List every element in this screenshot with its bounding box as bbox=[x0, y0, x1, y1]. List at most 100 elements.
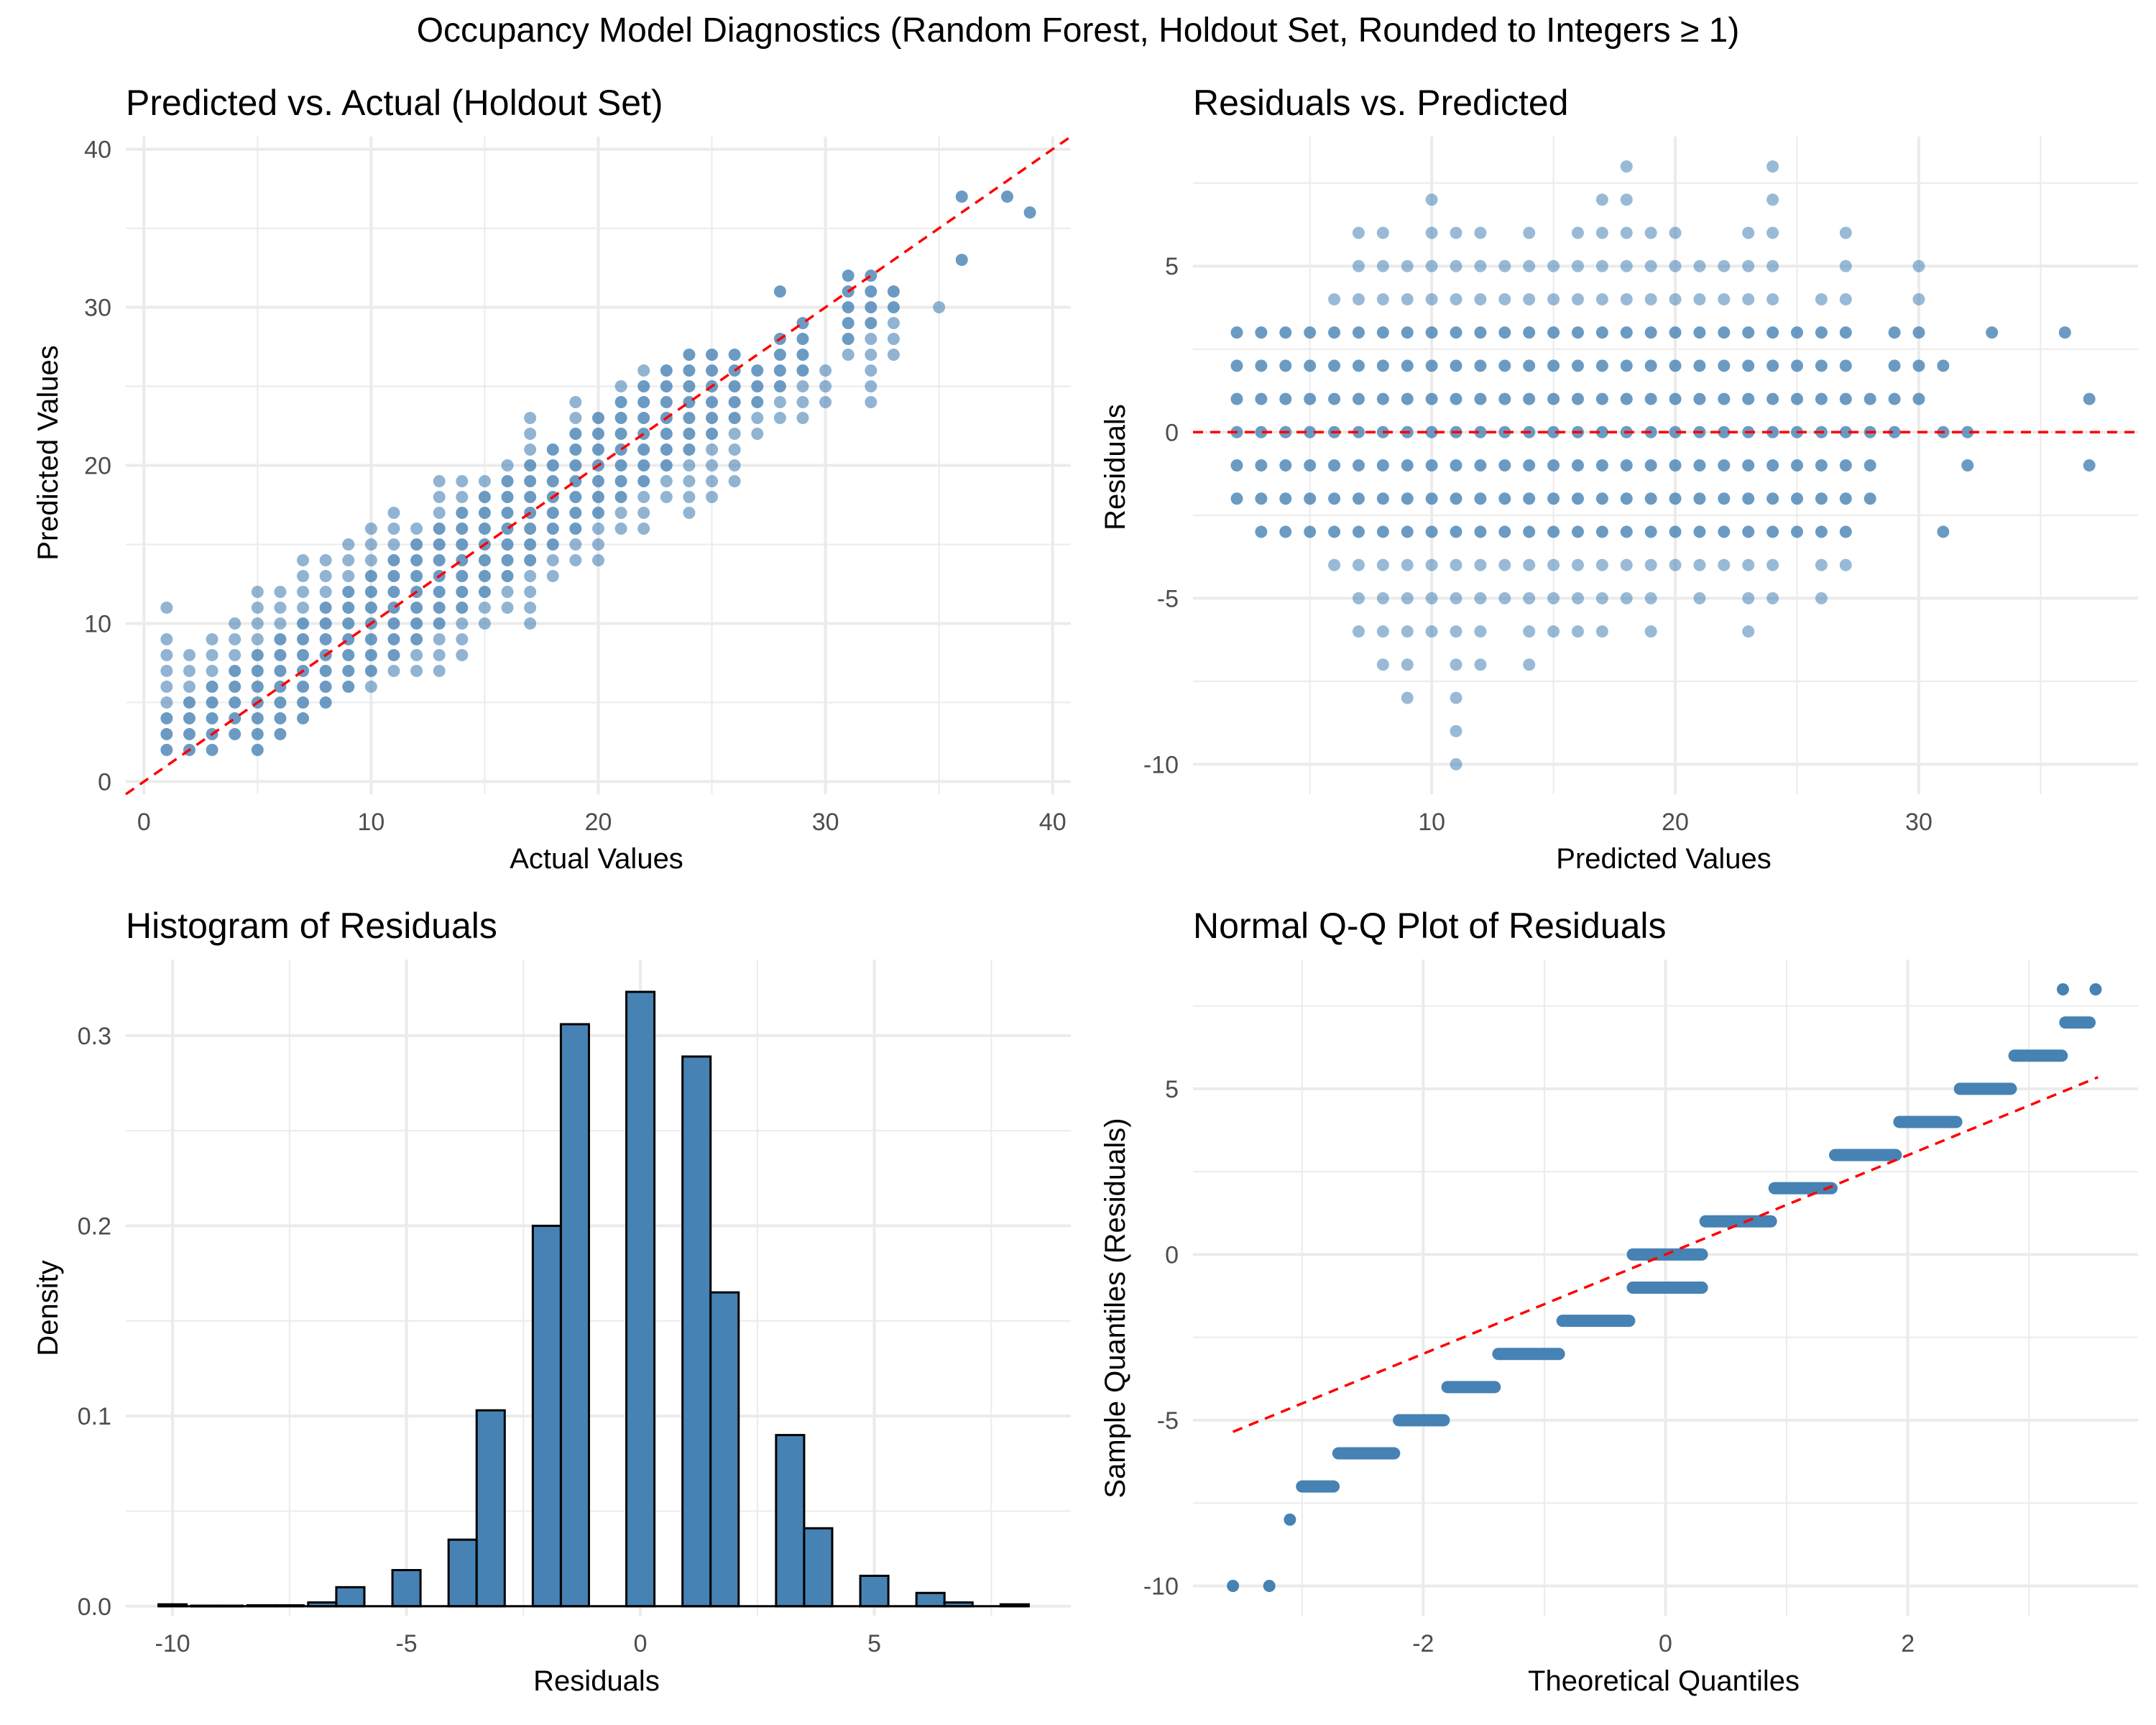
data-point bbox=[569, 506, 582, 519]
data-point bbox=[1839, 459, 1852, 472]
data-point bbox=[1961, 426, 1974, 438]
histogram-bar bbox=[915, 1591, 946, 1608]
data-point bbox=[1328, 525, 1341, 538]
data-point bbox=[1791, 392, 1804, 405]
data-point bbox=[1839, 392, 1852, 405]
x-tick-label: 20 bbox=[585, 809, 612, 836]
data-point bbox=[1791, 492, 1804, 505]
data-point bbox=[865, 349, 877, 362]
data-point bbox=[706, 443, 719, 456]
data-point bbox=[1718, 525, 1731, 538]
data-point bbox=[1595, 226, 1608, 239]
data-point bbox=[660, 396, 673, 409]
data-point bbox=[456, 601, 469, 614]
data-point bbox=[1352, 492, 1365, 505]
data-point bbox=[274, 617, 287, 630]
panel-pred-vs-actual: Predicted vs. Actual (Holdout Set) 0 10 20… bbox=[32, 83, 1072, 875]
data-point bbox=[1279, 459, 1292, 472]
data-point bbox=[478, 617, 491, 630]
data-point bbox=[206, 712, 218, 724]
data-point bbox=[387, 522, 400, 535]
data-point bbox=[2056, 983, 2069, 995]
y-tick-label: -10 bbox=[1143, 1573, 1179, 1601]
data-point bbox=[1571, 392, 1584, 405]
data-point bbox=[1986, 326, 1999, 339]
data-point bbox=[865, 396, 877, 409]
data-point bbox=[1255, 426, 1268, 438]
data-point bbox=[251, 617, 264, 630]
data-point bbox=[614, 380, 627, 393]
data-point bbox=[683, 443, 696, 456]
data-point bbox=[773, 396, 786, 409]
data-point bbox=[1742, 359, 1755, 372]
data-point bbox=[274, 696, 287, 709]
data-point bbox=[524, 601, 537, 614]
data-point bbox=[342, 553, 355, 566]
data-point bbox=[842, 301, 854, 314]
data-point bbox=[660, 459, 673, 472]
data-point bbox=[1766, 492, 1779, 505]
data-point bbox=[1766, 392, 1779, 405]
data-point bbox=[1279, 359, 1292, 372]
data-point bbox=[614, 474, 627, 487]
data-point bbox=[546, 569, 559, 582]
data-point bbox=[1766, 592, 1779, 604]
panel-qq-plot: Normal Q-Q Plot of Residuals -2 0 2 -10 -5 0 5… bbox=[1100, 906, 2138, 1697]
data-point bbox=[1450, 592, 1462, 604]
data-point bbox=[1888, 426, 1901, 438]
data-point bbox=[660, 490, 673, 503]
data-point bbox=[819, 396, 832, 409]
data-point bbox=[1693, 326, 1706, 339]
data-point bbox=[1474, 459, 1487, 472]
data-point bbox=[1255, 359, 1268, 372]
data-point bbox=[1669, 426, 1682, 438]
data-point bbox=[1450, 724, 1462, 737]
data-point bbox=[1474, 625, 1487, 638]
data-point bbox=[1498, 492, 1511, 505]
data-point bbox=[1888, 359, 1901, 372]
data-point bbox=[1523, 625, 1536, 638]
data-point bbox=[1000, 190, 1013, 203]
y-axis-label: Density bbox=[32, 1260, 64, 1356]
data-point bbox=[1450, 326, 1462, 339]
data-point bbox=[546, 474, 559, 487]
data-point bbox=[319, 601, 332, 614]
data-point bbox=[1474, 392, 1487, 405]
data-point bbox=[706, 396, 719, 409]
data-point bbox=[410, 553, 423, 566]
data-point bbox=[1815, 525, 1828, 538]
data-point bbox=[364, 632, 377, 645]
data-point bbox=[456, 617, 469, 630]
data-point bbox=[819, 380, 832, 393]
data-point bbox=[1450, 492, 1462, 505]
data-point bbox=[297, 601, 310, 614]
y-tick-label: 0 bbox=[1165, 1241, 1179, 1269]
data-point bbox=[319, 680, 332, 693]
data-point bbox=[1693, 492, 1706, 505]
data-point bbox=[274, 712, 287, 724]
data-point bbox=[1718, 558, 1731, 571]
data-point bbox=[297, 617, 310, 630]
data-point bbox=[1571, 459, 1584, 472]
panel-resid-vs-pred: Residuals vs. Predicted 10 20 30 -10 -5 0 5 Pr… bbox=[1100, 83, 2138, 875]
data-point bbox=[229, 632, 241, 645]
data-point bbox=[433, 617, 446, 630]
data-point bbox=[1523, 259, 1536, 272]
data-point bbox=[1547, 326, 1560, 339]
data-point bbox=[1912, 359, 1925, 372]
plot-area-pred-vs-actual: 0 10 20 30 40 0 10 20 30 40 bbox=[84, 135, 1072, 836]
reference-line bbox=[1232, 1076, 2099, 1433]
data-point bbox=[1328, 492, 1341, 505]
data-point bbox=[410, 617, 423, 630]
data-point bbox=[683, 364, 696, 377]
x-tick-label: 2 bbox=[1901, 1630, 1915, 1657]
data-point bbox=[364, 680, 377, 693]
data-point bbox=[1742, 558, 1755, 571]
data-point bbox=[1401, 592, 1414, 604]
data-point bbox=[456, 522, 469, 535]
data-point bbox=[1595, 259, 1608, 272]
data-point bbox=[683, 349, 696, 362]
data-point bbox=[1450, 359, 1462, 372]
data-point bbox=[683, 459, 696, 472]
data-point bbox=[342, 585, 355, 598]
